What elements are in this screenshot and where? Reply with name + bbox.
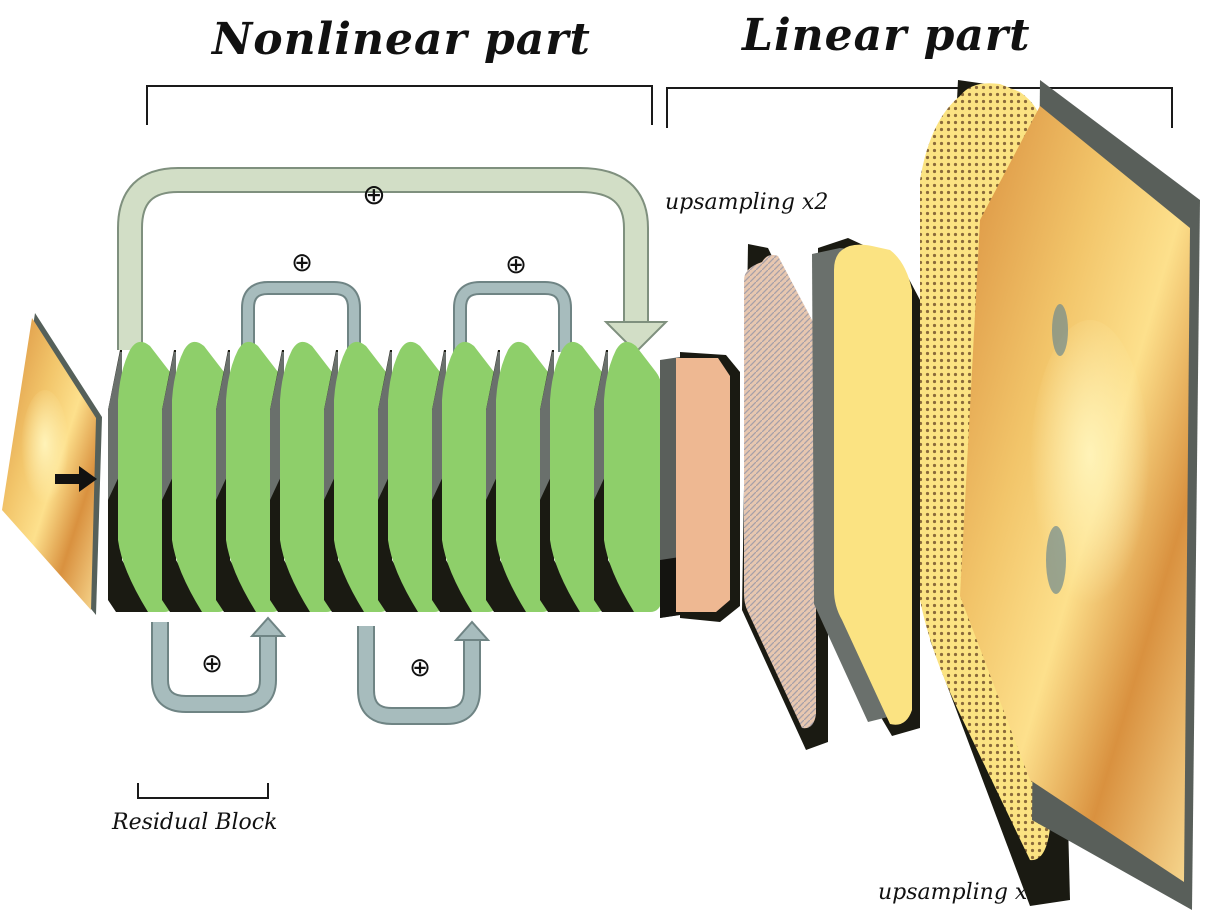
add-symbol-bottom-1: ⊕ bbox=[201, 649, 223, 679]
add-symbol-top-2: ⊕ bbox=[505, 250, 527, 280]
add-symbol-top-1: ⊕ bbox=[291, 248, 313, 278]
add-symbol-bottom-2: ⊕ bbox=[409, 653, 431, 683]
residual-layer bbox=[270, 341, 338, 612]
conv-layer-yellow bbox=[812, 238, 920, 736]
add-symbol-long: ⊕ bbox=[362, 178, 385, 211]
input-image bbox=[2, 313, 102, 615]
residual-layer bbox=[162, 341, 230, 612]
residual-layer bbox=[108, 341, 176, 612]
upsampling-label-top: upsampling x2 bbox=[665, 190, 829, 215]
residual-layer bbox=[594, 341, 662, 612]
residual-block-label: Residual Block bbox=[112, 810, 278, 835]
residual-layer bbox=[432, 341, 500, 612]
nonlinear-bracket bbox=[146, 85, 653, 125]
linear-bracket bbox=[666, 87, 1173, 128]
residual-layer bbox=[486, 341, 554, 612]
skip-bottom-2-arrowhead-icon bbox=[453, 620, 491, 641]
residual-layers bbox=[108, 341, 662, 612]
output-image bbox=[960, 80, 1200, 910]
input-arrow-icon bbox=[55, 466, 97, 492]
residual-block-bracket bbox=[137, 783, 269, 799]
residual-layer bbox=[378, 341, 446, 612]
skip-bottom-1-arrowhead-icon bbox=[249, 616, 287, 637]
conv-layer-peach bbox=[676, 352, 740, 622]
residual-layer bbox=[540, 341, 608, 612]
upsampling-label-bottom: upsampling x2 bbox=[878, 880, 1042, 905]
linear-part-title: Linear part bbox=[742, 10, 1031, 61]
residual-layer bbox=[216, 341, 284, 612]
upsample-layer-hatched bbox=[742, 244, 828, 750]
residual-layer bbox=[324, 341, 392, 612]
long-skip-arrowhead-icon bbox=[603, 321, 669, 354]
nonlinear-part-title: Nonlinear part bbox=[212, 14, 591, 65]
